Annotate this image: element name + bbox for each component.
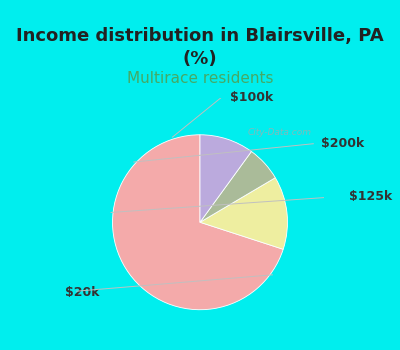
Wedge shape xyxy=(112,135,283,310)
Text: Income distribution in Blairsville, PA
(%): Income distribution in Blairsville, PA (… xyxy=(16,27,384,68)
Wedge shape xyxy=(200,152,275,222)
Text: Multirace residents: Multirace residents xyxy=(127,71,273,86)
Text: $20k: $20k xyxy=(65,286,99,299)
Wedge shape xyxy=(200,178,288,249)
Wedge shape xyxy=(200,135,252,222)
Text: $100k: $100k xyxy=(230,91,273,104)
Text: $125k: $125k xyxy=(349,190,392,203)
Text: $200k: $200k xyxy=(321,137,364,150)
Text: City-Data.com: City-Data.com xyxy=(248,128,312,137)
